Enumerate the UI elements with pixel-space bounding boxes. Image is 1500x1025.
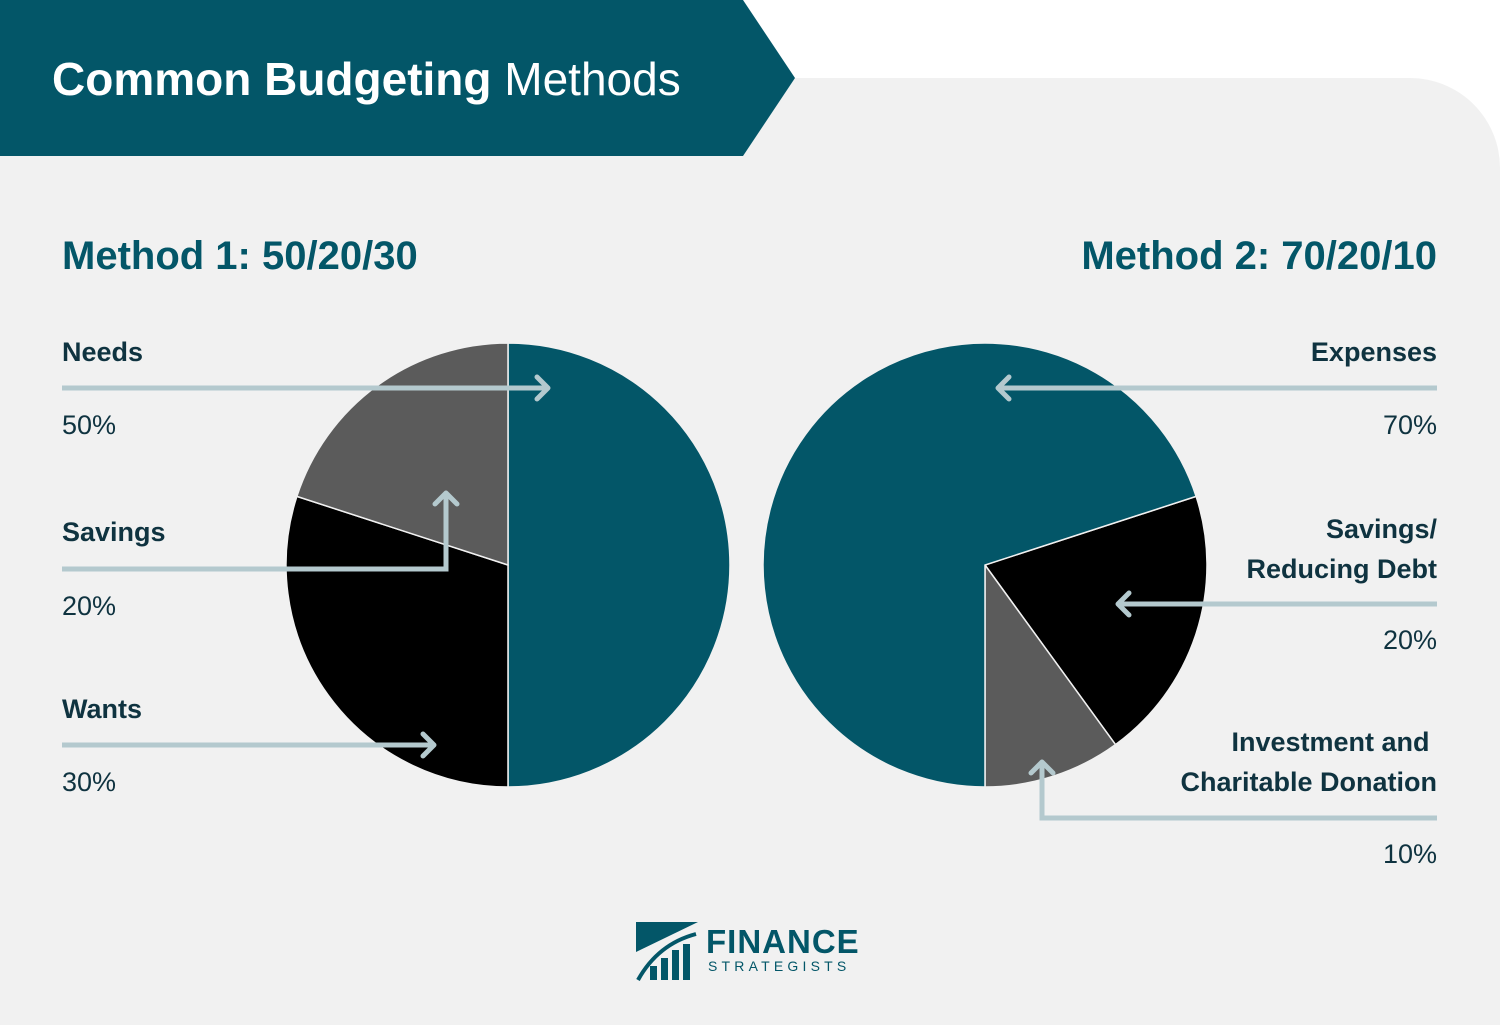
callout-arrows (62, 374, 1437, 821)
arrow-head-savings-reducing-debt (1115, 590, 1132, 618)
slice-label-savings: Savings (62, 517, 166, 547)
pie-chart-method-2 (762, 342, 1208, 788)
arrow-line-savings (62, 493, 449, 572)
slice-label-wants: Wants (62, 694, 142, 724)
pie-slice-investment-and-charitable-donation (984, 562, 1117, 788)
arrow-line-investment-charitable (1039, 762, 1437, 821)
title-bold-part: Common Budgeting (52, 53, 492, 105)
pie-chart-method-1 (285, 342, 731, 788)
logo-name: FINANCE (706, 923, 860, 960)
header-banner: Common Budgeting Methods (0, 0, 795, 156)
arrow-head-expenses (995, 374, 1012, 402)
title-regular-part: Methods (491, 53, 681, 105)
method-1-title: Method 1: 50/20/30 (62, 234, 418, 278)
arrow-head-savings (432, 490, 460, 507)
finance-strategists-logo: FINANCE STRATEGISTS (636, 922, 866, 984)
content-card (0, 78, 1500, 1025)
slice-label-expenses: Expenses (1310, 337, 1437, 367)
pie-slice-savings (295, 342, 509, 567)
slice-value-expenses: 70% (1382, 410, 1437, 440)
logo-subtitle: STRATEGISTS (708, 958, 851, 974)
arrow-head-investment-charitable (1028, 759, 1056, 776)
pie-slice-savings-reducing-debt (983, 495, 1208, 746)
slice-label-needs: Needs (62, 337, 144, 367)
slice-value-wants: 30% (62, 767, 117, 797)
slice-value-savings-reducing-debt: 20% (1382, 625, 1437, 655)
method-2-title: Method 2: 70/20/10 (1081, 234, 1437, 278)
slice-value-savings: 20% (62, 591, 117, 621)
pie-slice-needs (507, 342, 731, 788)
slice-label-savings-reducing-debt: Savings/ Reducing Debt (1246, 514, 1437, 584)
arrow-head-wants (420, 731, 437, 759)
arrow-head-needs (534, 374, 551, 402)
slice-value-investment-charitable: 10% (1382, 839, 1437, 869)
page-title: Common Budgeting Methods (52, 50, 681, 108)
logo-chart-icon (636, 922, 698, 981)
slice-label-investment-charitable: Investment and Charitable Donation (1180, 727, 1437, 797)
pie-slice-expenses (762, 342, 1198, 788)
slice-value-needs: 50% (62, 410, 117, 440)
